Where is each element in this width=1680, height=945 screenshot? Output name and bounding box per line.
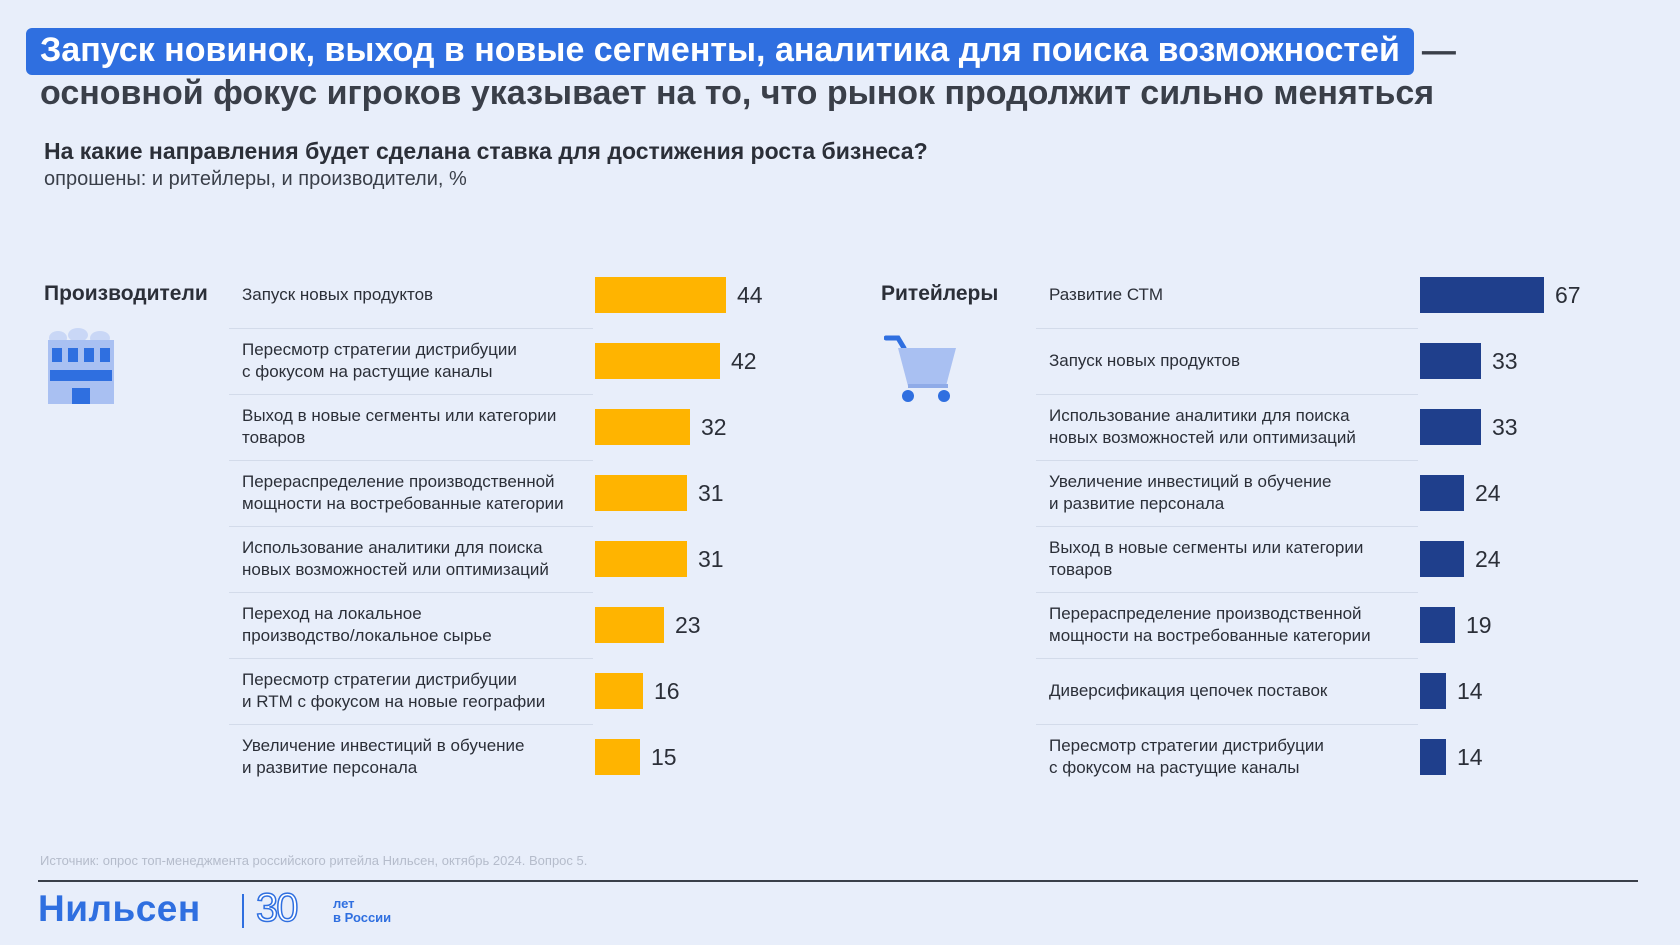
producers-bar xyxy=(595,409,690,445)
retailers-category-label: Использование аналитики для поиска новых… xyxy=(1049,406,1356,447)
producers-category-label: Увеличение инвестиций в обучение и разви… xyxy=(242,736,525,777)
producers-category-label: Использование аналитики для поиска новых… xyxy=(242,538,549,579)
retailers-value-label: 24 xyxy=(1475,480,1501,506)
producers-bar xyxy=(595,475,687,511)
producers-category-label: Пересмотр стратегии дистрибуции с фокусо… xyxy=(242,340,517,381)
retailers-value-label: 33 xyxy=(1492,414,1518,440)
producers-bar xyxy=(595,739,640,775)
shopping-cart-icon xyxy=(884,335,956,402)
producers-category-label: Выход в новые сегменты или категории тов… xyxy=(242,406,557,447)
retailers-value-label: 33 xyxy=(1492,348,1518,374)
factory-icon xyxy=(48,328,114,404)
producers-bar xyxy=(595,673,643,709)
retailers-bar xyxy=(1420,343,1481,379)
retailers-row: Диверсификация цепочек поставок xyxy=(1036,658,1418,725)
anniversary-caption: лет в России xyxy=(333,896,392,925)
producers-bar xyxy=(595,607,664,643)
producers-value-label: 23 xyxy=(675,612,701,638)
headline: Запуск новинок, выход в новые сегменты, … xyxy=(26,27,1626,113)
producers-row: Пересмотр стратегии дистрибуции с фокусо… xyxy=(229,328,593,395)
producers-category-label: Перераспределение производственной мощно… xyxy=(242,472,564,513)
producers-row: Использование аналитики для поиска новых… xyxy=(229,526,593,593)
producers-value-label: 16 xyxy=(654,678,680,704)
retailers-bar xyxy=(1420,607,1455,643)
retailers-row: Запуск новых продуктов xyxy=(1036,328,1418,395)
retailers-category-label: Перераспределение производственной мощно… xyxy=(1049,604,1371,645)
producers-value-label: 15 xyxy=(651,744,677,770)
retailers-value-label: 14 xyxy=(1457,678,1483,704)
chart-question: На какие направления будет сделана ставк… xyxy=(44,138,928,164)
anniversary-number: 30 xyxy=(255,885,299,931)
retailers-bar xyxy=(1420,277,1544,313)
producers-value-label: 31 xyxy=(698,546,724,572)
producers-row: Переход на локальное производство/локаль… xyxy=(229,592,593,659)
logo-separator xyxy=(242,894,244,928)
retailers-category-label: Запуск новых продуктов xyxy=(1049,351,1241,370)
producers-value-label: 42 xyxy=(731,348,757,374)
producers-category-label: Запуск новых продуктов xyxy=(242,285,434,304)
producers-value-label: 44 xyxy=(737,282,763,308)
producers-bar xyxy=(595,343,720,379)
producers-bar xyxy=(595,541,687,577)
retailers-value-label: 67 xyxy=(1555,282,1581,308)
headline-dash: — xyxy=(1421,31,1456,70)
headline-rest: основной фокус игроков указывает на то, … xyxy=(40,74,1435,112)
retailers-category-label: Диверсификация цепочек поставок xyxy=(1049,681,1328,700)
producers-bar xyxy=(595,277,726,313)
retailers-category-label: Пересмотр стратегии дистрибуции с фокусо… xyxy=(1049,736,1324,777)
nielsen-logo: Нильсен xyxy=(38,888,201,929)
producers-row: Выход в новые сегменты или категории тов… xyxy=(229,394,593,461)
producers-category-label: Переход на локальное производство/локаль… xyxy=(242,604,492,645)
retailers-row: Перераспределение производственной мощно… xyxy=(1036,592,1418,659)
producers-category-label: Пересмотр стратегии дистрибуции и RTM с … xyxy=(242,670,546,711)
headline-highlight: Запуск новинок, выход в новые сегменты, … xyxy=(26,27,1414,75)
retailers-row: Пересмотр стратегии дистрибуции с фокусо… xyxy=(1036,724,1418,790)
retailers-row: Использование аналитики для поиска новых… xyxy=(1036,394,1418,461)
source-note: Источник: опрос топ-менеджмента российск… xyxy=(40,853,588,868)
producers-row: Запуск новых продуктов xyxy=(229,262,593,329)
retailers-bar xyxy=(1420,739,1446,775)
retailers-value-label: 19 xyxy=(1466,612,1492,638)
producers-row: Перераспределение производственной мощно… xyxy=(229,460,593,527)
retailers-category-label: Развитие СТМ xyxy=(1049,285,1164,304)
retailers-bar xyxy=(1420,409,1481,445)
retailers-category-label: Увеличение инвестиций в обучение и разви… xyxy=(1049,472,1332,513)
producers-value-label: 31 xyxy=(698,480,724,506)
retailers-row: Увеличение инвестиций в обучение и разви… xyxy=(1036,460,1418,527)
retailers-title: Ритейлеры xyxy=(881,282,999,305)
producers-title: Производители xyxy=(44,282,208,305)
producers-value-label: 32 xyxy=(701,414,727,440)
retailers-bar xyxy=(1420,475,1464,511)
footer-divider xyxy=(38,880,1638,882)
producers-row: Пересмотр стратегии дистрибуции и RTM с … xyxy=(229,658,593,725)
chart-subtitle: опрошены: и ритейлеры, и производители, … xyxy=(44,168,467,190)
retailers-value-label: 14 xyxy=(1457,744,1483,770)
retailers-row: Выход в новые сегменты или категории тов… xyxy=(1036,526,1418,593)
retailers-bar xyxy=(1420,673,1446,709)
retailers-value-label: 24 xyxy=(1475,546,1501,572)
retailers-row: Развитие СТМ xyxy=(1036,262,1418,329)
retailers-category-label: Выход в новые сегменты или категории тов… xyxy=(1049,538,1364,579)
retailers-bar xyxy=(1420,541,1464,577)
producers-row: Увеличение инвестиций в обучение и разви… xyxy=(229,724,593,790)
